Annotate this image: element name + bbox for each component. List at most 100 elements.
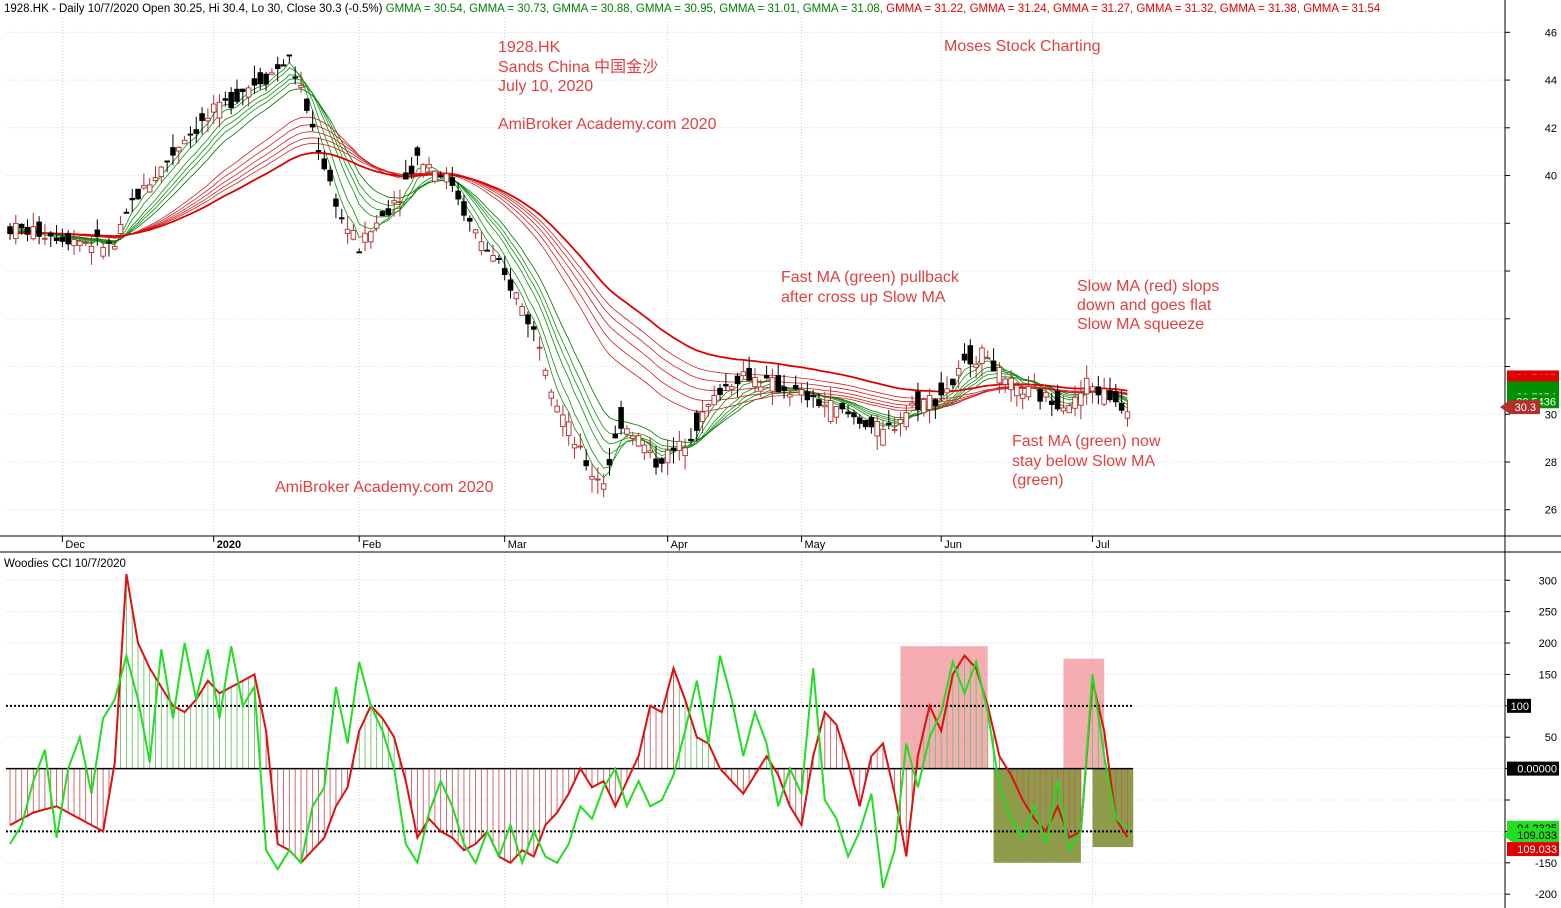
- candle-body: [158, 166, 165, 178]
- candle-body: [862, 419, 869, 428]
- candle-body: [443, 173, 450, 183]
- cci-green-arrow-tag: 109.033: [1517, 830, 1557, 842]
- candle-body: [1124, 411, 1131, 419]
- candle-body: [1095, 386, 1102, 396]
- candle-body: [676, 440, 683, 451]
- candle-body: [280, 64, 287, 67]
- candle-body: [123, 211, 130, 214]
- cci-tick-label: 250: [1539, 607, 1557, 619]
- candle-body: [880, 428, 886, 446]
- cci-level-tag: 0.00000: [1517, 764, 1557, 776]
- cci-value-tag-bg: [1507, 842, 1559, 857]
- annotation-academy-bottom: AmiBroker Academy.com 2020: [275, 479, 494, 496]
- candle-body: [728, 386, 735, 390]
- candle-body: [199, 113, 205, 121]
- candle-body: [635, 435, 642, 447]
- cci-highlight-boxes: [900, 646, 1134, 863]
- annotation-academy-top: AmiBroker Academy.com 2020: [498, 116, 717, 133]
- candle-body: [350, 230, 357, 240]
- candle-body: [327, 169, 333, 182]
- cci-level-tag-bg: [1507, 698, 1531, 713]
- candle-body: [344, 228, 351, 234]
- candle-body: [461, 201, 467, 216]
- candle-body: [205, 117, 211, 122]
- candle-body: [1014, 384, 1020, 397]
- candle-body: [915, 391, 921, 410]
- candle-body: [752, 376, 758, 388]
- candle-body: [973, 363, 979, 368]
- candle-body: [321, 158, 328, 170]
- candle-body: [77, 240, 83, 246]
- annotation-pullback-2: after cross up Slow MA: [781, 289, 946, 306]
- candle-body: [897, 419, 904, 424]
- annotation-symbol: 1928.HK: [498, 39, 561, 56]
- candle-body: [1060, 407, 1067, 412]
- candle-body: [181, 139, 188, 145]
- candle-body: [519, 306, 525, 316]
- slow-ma-line: [9, 131, 1128, 406]
- candle-body: [874, 421, 880, 437]
- candles: [7, 54, 1131, 498]
- candle-body: [932, 399, 939, 407]
- candle-body: [647, 450, 653, 453]
- cci-green-line: [9, 642, 1129, 889]
- candle-body: [30, 226, 37, 240]
- last-price-tag-bg: [1500, 400, 1540, 415]
- candle-body: [920, 398, 927, 414]
- candle-body: [176, 146, 182, 152]
- month-tick-label: May: [805, 539, 826, 551]
- candle-body: [699, 411, 706, 422]
- candle-body: [624, 428, 630, 435]
- cci-level-tag: 100: [1511, 701, 1529, 713]
- candle-body: [827, 400, 834, 423]
- cci-lines: [9, 573, 1129, 889]
- candle-body: [1113, 391, 1119, 403]
- candle-body: [595, 478, 601, 481]
- price-tick-label: 42: [1545, 123, 1557, 135]
- candle-body: [65, 232, 71, 245]
- candle-body: [1118, 403, 1125, 411]
- candle-body: [432, 170, 438, 182]
- candle-body: [507, 279, 514, 291]
- last-price-tag: 30.3: [1515, 402, 1536, 414]
- candle-body: [961, 353, 968, 361]
- annotation-company: Sands China 中国金沙: [498, 58, 658, 76]
- month-tick-label: Apr: [671, 539, 688, 551]
- cci-green-arrow-tag-bg: [1503, 828, 1559, 843]
- candle-body: [82, 241, 89, 244]
- candle-body: [1078, 392, 1084, 406]
- candle-body: [851, 412, 857, 418]
- annotation-slow-1: Slow MA (red) slops: [1077, 278, 1219, 295]
- candle-body: [1107, 390, 1113, 401]
- candle-body: [775, 375, 781, 393]
- candle-body: [1002, 378, 1008, 385]
- cci-tick-label: 200: [1539, 638, 1557, 650]
- header-fast-gmma: GMMA = 30.54, GMMA = 30.73, GMMA = 30.88…: [382, 3, 883, 15]
- candle-body: [117, 224, 124, 234]
- cci-tick-label: -150: [1535, 858, 1557, 870]
- month-tick-label: 2020: [217, 539, 241, 551]
- candle-body: [18, 223, 25, 229]
- candle-body: [531, 326, 537, 330]
- candle-body: [467, 217, 473, 222]
- candle-body: [664, 449, 671, 464]
- candle-body: [955, 368, 962, 376]
- candle-body: [536, 346, 543, 349]
- candle-body: [496, 258, 502, 260]
- candle-body: [682, 447, 688, 457]
- annotation-moses: Moses Stock Charting: [944, 38, 1101, 55]
- candle-body: [94, 229, 101, 237]
- candle-body: [490, 255, 496, 262]
- month-tick-label: Jun: [944, 539, 962, 551]
- candle-body: [426, 163, 432, 169]
- candle-body: [868, 417, 875, 428]
- candle-body: [1101, 388, 1107, 405]
- candle-body: [193, 129, 199, 134]
- candle-body: [781, 386, 787, 392]
- candle-body: [1054, 390, 1061, 410]
- annotation-pullback-1: Fast MA (green) pullback: [781, 269, 960, 286]
- candle-body: [583, 460, 589, 467]
- price-tick-label: 26: [1545, 505, 1557, 517]
- candle-body: [24, 226, 31, 235]
